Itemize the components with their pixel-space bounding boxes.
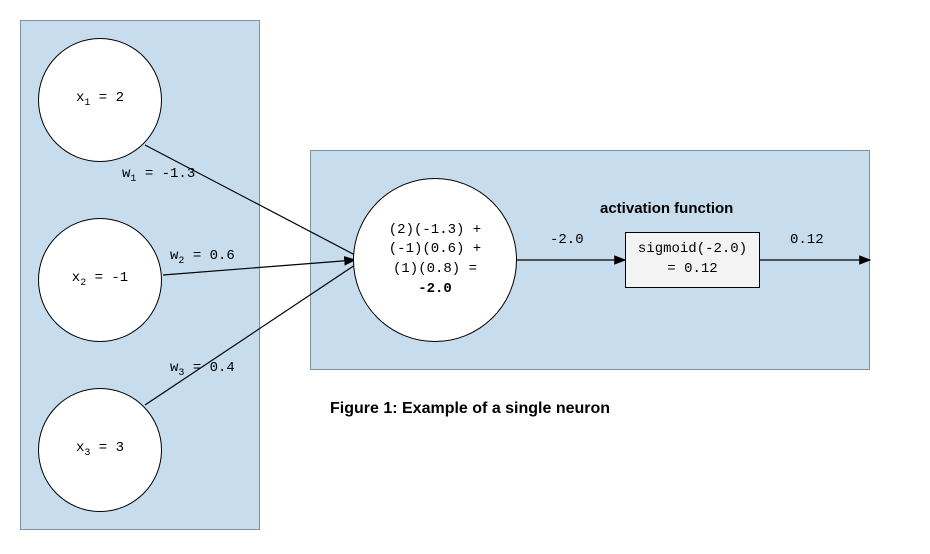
activation-line2: = 0.12 xyxy=(667,261,717,277)
weight-label-2: w2 = 0.6 xyxy=(170,248,235,267)
weight-label-3: w3 = 0.4 xyxy=(170,360,235,379)
pre-activation-value: -2.0 xyxy=(550,232,584,248)
activation-function-box: sigmoid(-2.0) = 0.12 xyxy=(625,232,760,288)
input-label-1: x1 = 2 xyxy=(76,89,124,111)
input-node-3: x3 = 3 xyxy=(38,388,162,512)
activation-line1: sigmoid(-2.0) xyxy=(638,241,747,257)
summation-node: (2)(-1.3) +(-1)(0.6) +(1)(0.8) =-2.0 xyxy=(353,178,517,342)
sum-result: -2.0 xyxy=(418,281,452,297)
input-label-2: x2 = -1 xyxy=(72,269,128,291)
output-value: 0.12 xyxy=(790,232,824,248)
weight-label-1: w1 = -1.3 xyxy=(122,166,195,185)
input-node-1: x1 = 2 xyxy=(38,38,162,162)
input-label-3: x3 = 3 xyxy=(76,439,124,461)
input-node-2: x2 = -1 xyxy=(38,218,162,342)
activation-function-title: activation function xyxy=(600,200,733,217)
figure-caption: Figure 1: Example of a single neuron xyxy=(330,400,610,418)
